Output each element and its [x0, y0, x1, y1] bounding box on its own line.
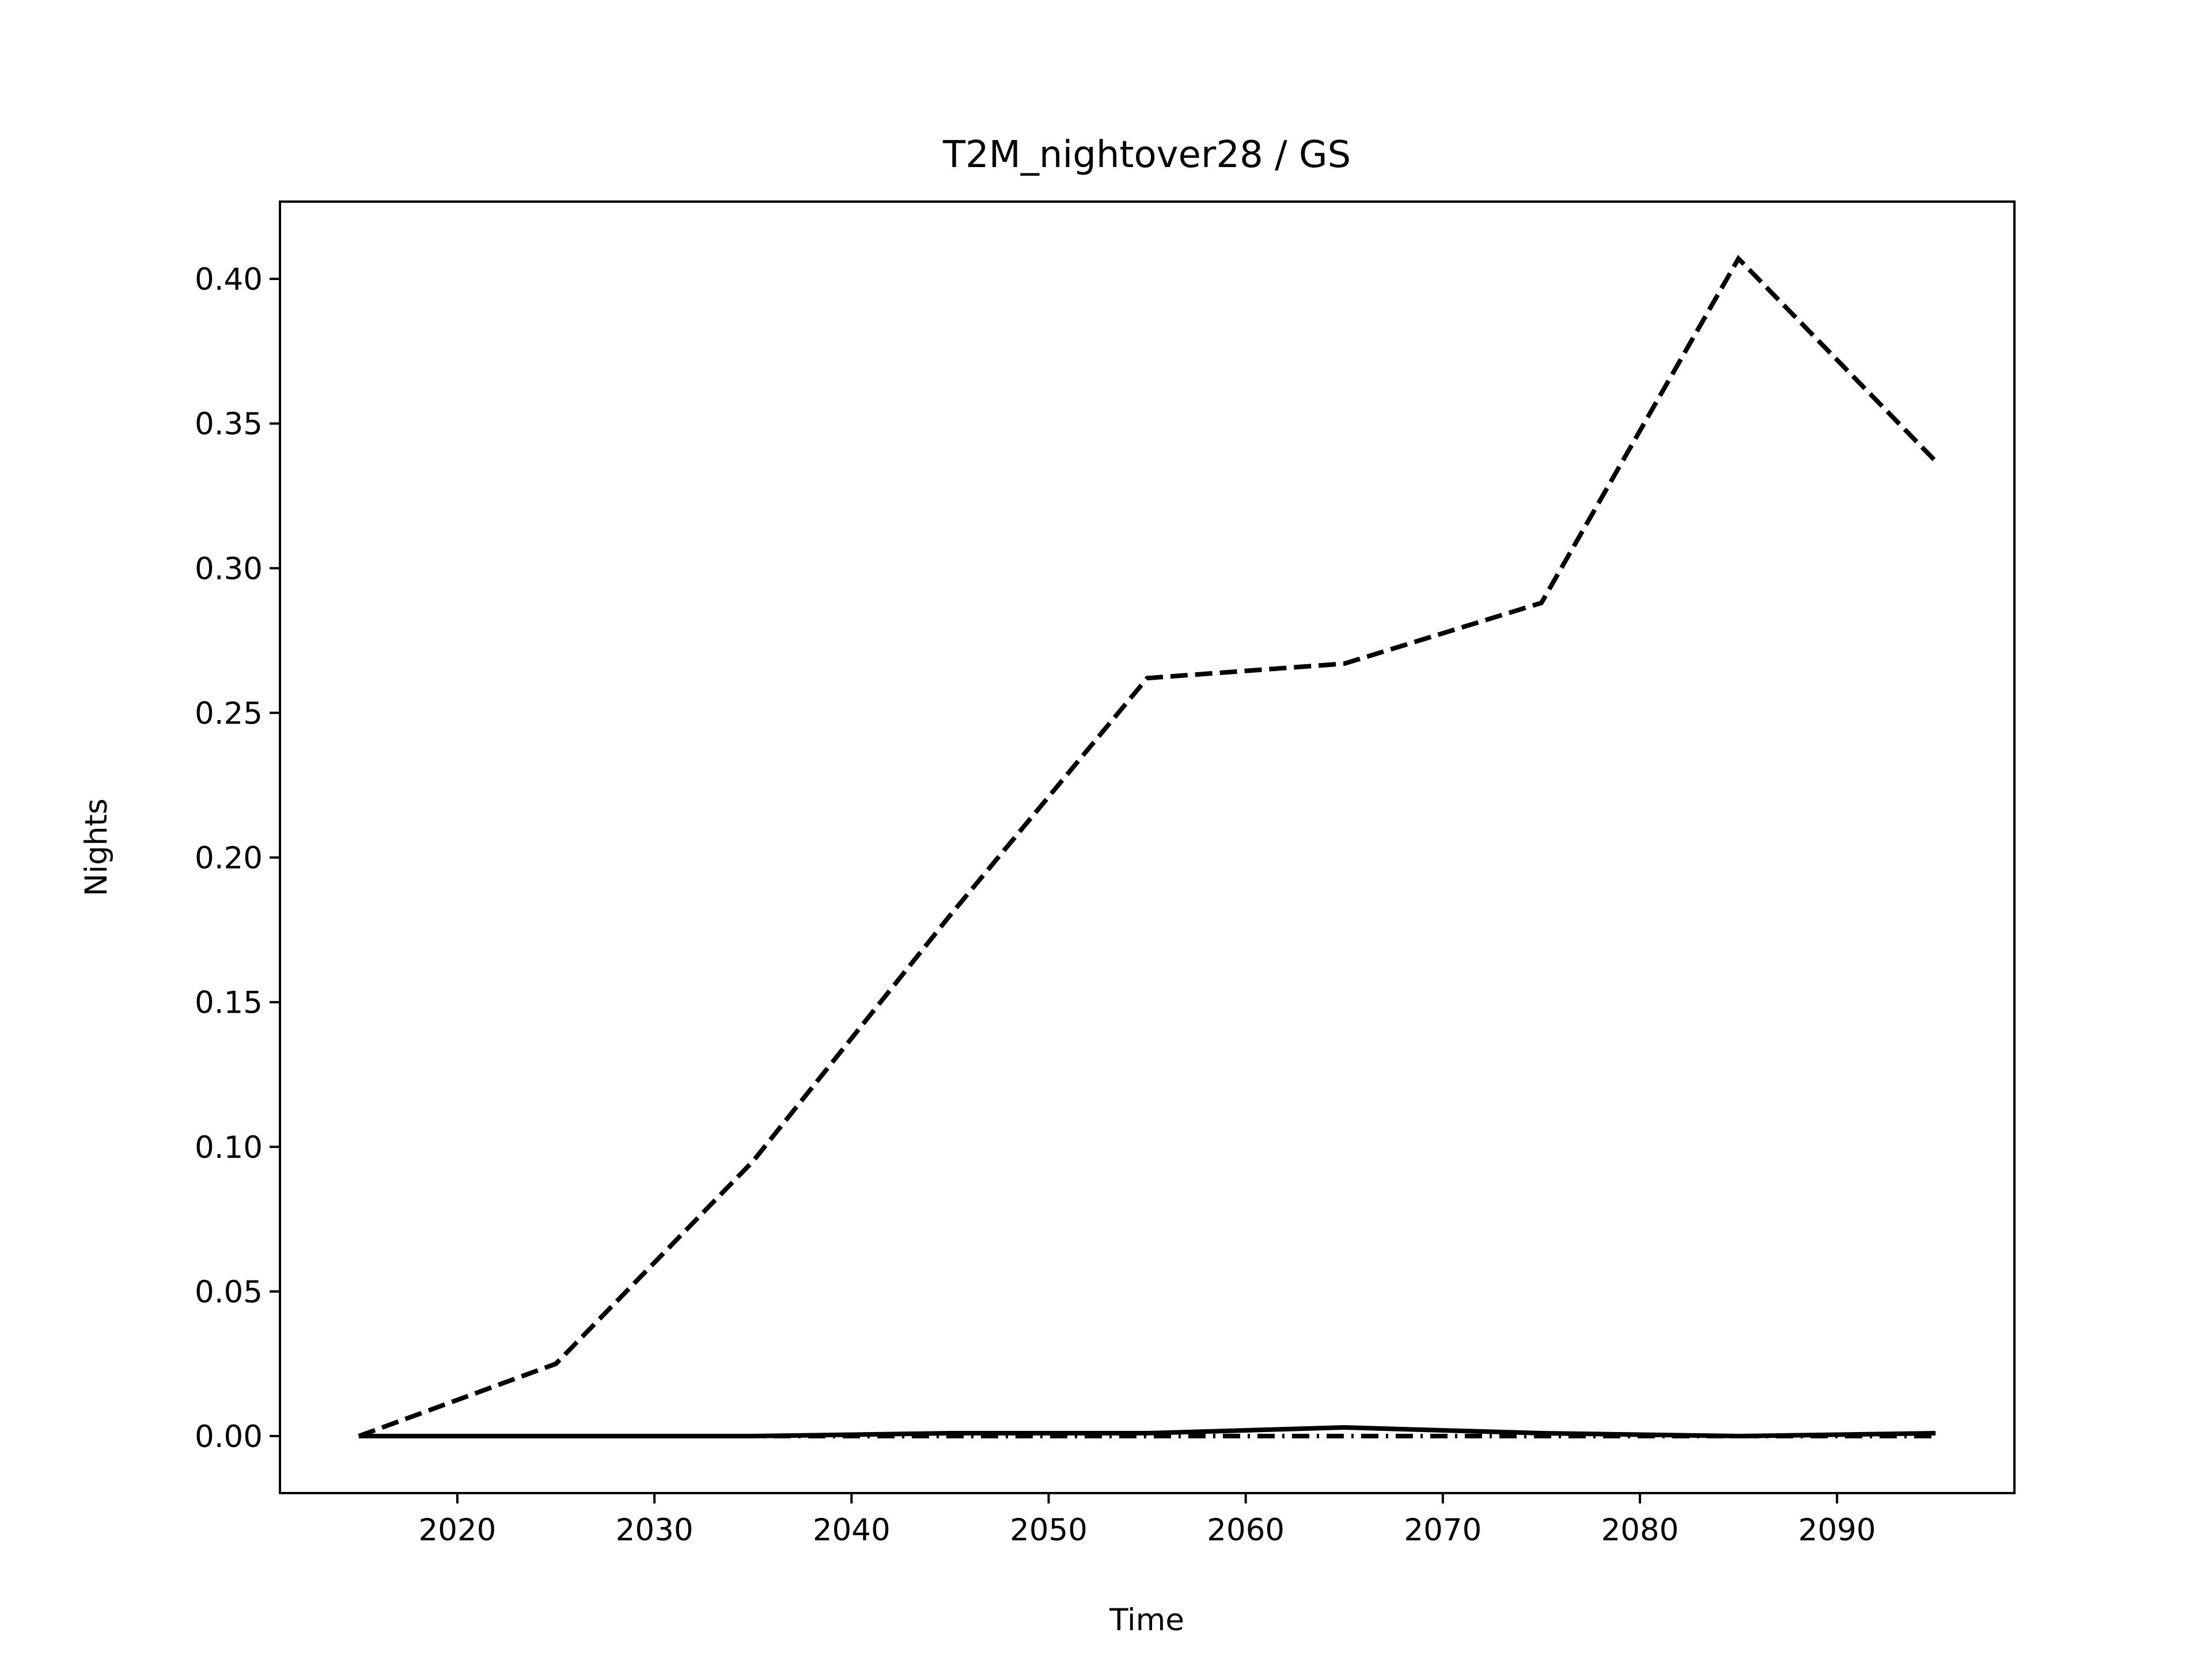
x-tick-label: 2030: [616, 1513, 694, 1548]
y-tick-label: 0.30: [195, 551, 263, 586]
x-tick-label: 2060: [1207, 1513, 1285, 1548]
y-tick-label: 0.40: [195, 262, 263, 297]
chart-title: T2M_nightover28 / GS: [942, 134, 1351, 176]
x-tick-label: 2080: [1601, 1513, 1679, 1548]
y-tick-label: 0.00: [195, 1419, 263, 1455]
x-tick-label: 2050: [1010, 1513, 1088, 1548]
y-tick-label: 0.05: [195, 1275, 263, 1310]
x-tick-label: 2070: [1404, 1513, 1482, 1548]
x-tick-label: 2090: [1798, 1513, 1876, 1548]
y-axis-label: Nights: [79, 798, 114, 896]
x-tick-label: 2020: [418, 1513, 496, 1548]
line-series: [358, 255, 1938, 1438]
plot-frame: [279, 200, 2016, 1494]
y-tick-label: 0.20: [195, 841, 263, 876]
x-tick-label: 2040: [813, 1513, 891, 1548]
x-axis-label: Time: [1109, 1603, 1184, 1638]
y-tick-label: 0.35: [195, 407, 263, 442]
y-tick-label: 0.25: [195, 696, 263, 731]
y-tick-label: 0.15: [195, 986, 263, 1021]
y-tick-label: 0.10: [195, 1130, 263, 1165]
